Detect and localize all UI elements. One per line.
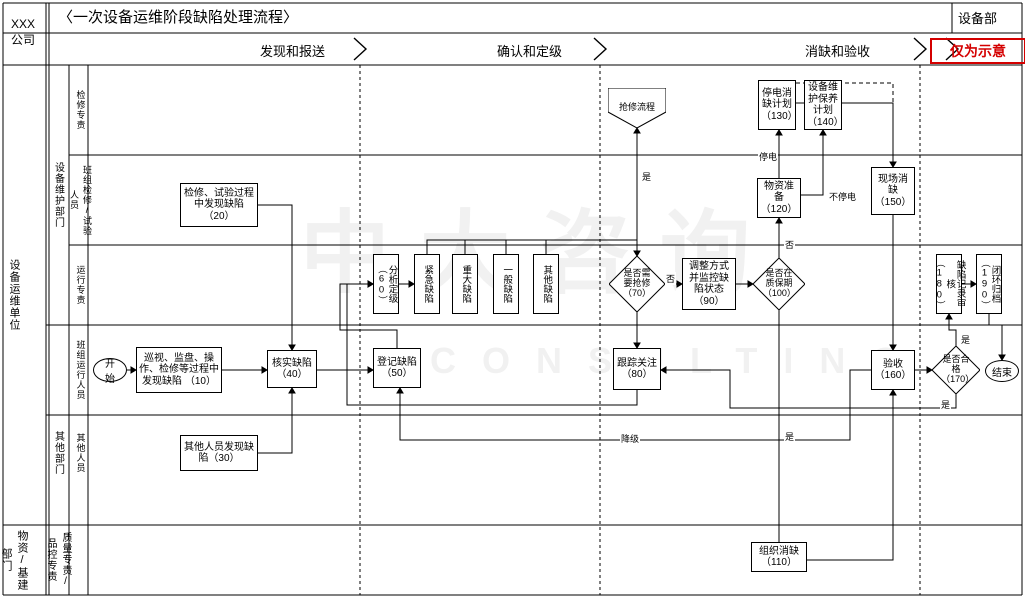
node: 调整方式并监控缺陷状态 （90） bbox=[682, 258, 736, 310]
offpage: 抢修流程 bbox=[608, 88, 666, 128]
node: 登记缺陷 （50） bbox=[373, 348, 421, 388]
lane-label: 检修专责 bbox=[71, 65, 91, 155]
lane-label: 其他人员 bbox=[71, 415, 91, 490]
node: 核实缺陷 （40） bbox=[267, 350, 317, 388]
company-cell: XXX 公司 bbox=[0, 0, 46, 65]
node: 闭环归档（190） bbox=[976, 254, 1002, 314]
edge-label: 停电 bbox=[758, 150, 778, 163]
node: 一般缺陷 bbox=[493, 254, 519, 314]
lane-label: 设备运维单位 bbox=[4, 65, 24, 525]
lane-label: 质量专责/ 品控专责 bbox=[48, 525, 68, 595]
phase-label: 发现和报送 bbox=[260, 41, 325, 60]
edge-label: 降级 bbox=[620, 432, 640, 445]
decision: 是否在质保期（100） bbox=[753, 258, 805, 310]
node: 缺陷记录审核（180） bbox=[936, 254, 962, 314]
lane-label: 其他部门 bbox=[48, 415, 68, 490]
node: 设备维护保养计划（140） bbox=[804, 80, 842, 130]
node: 重大缺陷 bbox=[452, 254, 478, 314]
edge-label: 不停电 bbox=[828, 190, 857, 203]
node: 验收 （160） bbox=[871, 350, 915, 390]
node: 物资准备 （120） bbox=[757, 178, 801, 218]
node: 现场消缺 （150） bbox=[871, 167, 915, 215]
title: 〈一次设备运维阶段缺陷处理流程〉 bbox=[58, 6, 298, 27]
phase-label: 确认和定级 bbox=[497, 41, 562, 60]
edge-label: 是 bbox=[960, 333, 971, 346]
edge-label: 是 bbox=[641, 170, 652, 183]
dept-right: 设备部 bbox=[958, 8, 997, 27]
node: 停电消缺计划（130） bbox=[758, 80, 796, 130]
lane-label: 班组运行人员 bbox=[71, 325, 91, 415]
demo-stamp: 仅为示意 bbox=[930, 38, 1025, 64]
terminator: 结束 bbox=[985, 360, 1019, 382]
node: 跟踪关注 （80） bbox=[613, 348, 661, 390]
node: 其他人员发现缺陷（30） bbox=[180, 435, 258, 471]
lane-label: 班组检修/试验 人员 bbox=[71, 155, 91, 245]
decision: 是否合格（170） bbox=[932, 346, 980, 394]
lane-label: 物资/基建部门 bbox=[4, 525, 24, 595]
edge-label: 是 bbox=[940, 398, 951, 411]
edge-label: 是 bbox=[784, 430, 795, 443]
node: 巡视、监盘、操作、检修等过程中发现缺陷 （10） bbox=[136, 347, 222, 393]
node: 检修、试验过程中发现缺陷（20） bbox=[180, 183, 258, 227]
node: 紧急缺陷 bbox=[414, 254, 440, 314]
node: 其他缺陷 bbox=[533, 254, 559, 314]
decision: 是否需要抢修（70） bbox=[609, 256, 665, 312]
node: 组织消缺 （110） bbox=[751, 542, 807, 572]
lane-label: 设备维护部门 bbox=[48, 65, 68, 325]
lane-label: 运行专责 bbox=[71, 245, 91, 325]
node: 分析定级（60） bbox=[373, 254, 399, 314]
terminator: 开 始 bbox=[93, 358, 127, 382]
edge-label: 否 bbox=[665, 272, 676, 285]
phase-label: 消缺和验收 bbox=[805, 41, 870, 60]
edge-label: 否 bbox=[784, 238, 795, 251]
